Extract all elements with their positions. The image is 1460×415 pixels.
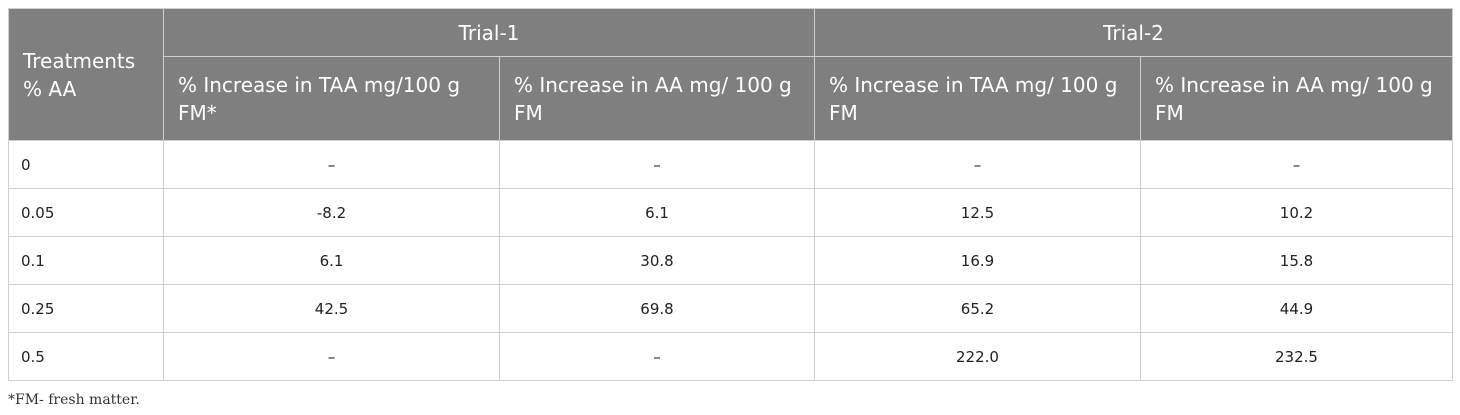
data-table: Treatments % AA Trial-1 Trial-2 % Increa… <box>8 8 1453 381</box>
header-cell: Treatments % AA <box>8 8 164 141</box>
table-cell: – <box>163 332 500 381</box>
table-cell: – <box>163 140 500 189</box>
table-cell: – <box>1140 140 1453 189</box>
table-cell: 65.2 <box>814 284 1141 333</box>
table-cell: 222.0 <box>814 332 1141 381</box>
table-cell: – <box>814 140 1141 189</box>
table-cell: 0.1 <box>8 236 164 285</box>
table-row: 0.1 6.1 30.8 16.9 15.8 <box>8 236 1453 285</box>
table-cell: 30.8 <box>499 236 815 285</box>
column-header: % Increase in AA mg/ 100 g FM <box>1140 56 1453 141</box>
table-row: 0.25 42.5 69.8 65.2 44.9 <box>8 284 1453 333</box>
table-cell: 44.9 <box>1140 284 1453 333</box>
group-header: Trial-2 <box>814 8 1453 57</box>
table-row: 0.5– –222.0 232.5 <box>8 332 1453 381</box>
column-header: % Increase in TAA mg/100 g FM* <box>163 56 500 141</box>
table-cell: 232.5 <box>1140 332 1453 381</box>
table-cell: 15.8 <box>1140 236 1453 285</box>
table-cell: 0.5 <box>8 332 164 381</box>
table-row: 0– – – – <box>8 140 1453 189</box>
column-header: % Increase in AA mg/ 100 g FM <box>499 56 815 141</box>
table-cell: 0 <box>8 140 164 189</box>
table-cell: 12.5 <box>814 188 1141 237</box>
table-cell: 10.2 <box>1140 188 1453 237</box>
table-cell: 6.1 <box>163 236 500 285</box>
table-cell: 16.9 <box>814 236 1141 285</box>
table-cell: 42.5 <box>163 284 500 333</box>
table-cell: 6.1 <box>499 188 815 237</box>
table-cell: 0.05 <box>8 188 164 237</box>
footnote: *FM- fresh matter. <box>8 392 140 408</box>
table-cell: 69.8 <box>499 284 815 333</box>
group-header: Trial-1 <box>163 8 815 57</box>
table-cell: – <box>499 332 815 381</box>
table-cell: 0.25 <box>8 284 164 333</box>
table-cell: -8.2 <box>163 188 500 237</box>
table-row: 0.05 -8.2 6.1 12.5 10.2 <box>8 188 1453 237</box>
column-header: % Increase in TAA mg/ 100 g FM <box>814 56 1141 141</box>
table-cell: – <box>499 140 815 189</box>
